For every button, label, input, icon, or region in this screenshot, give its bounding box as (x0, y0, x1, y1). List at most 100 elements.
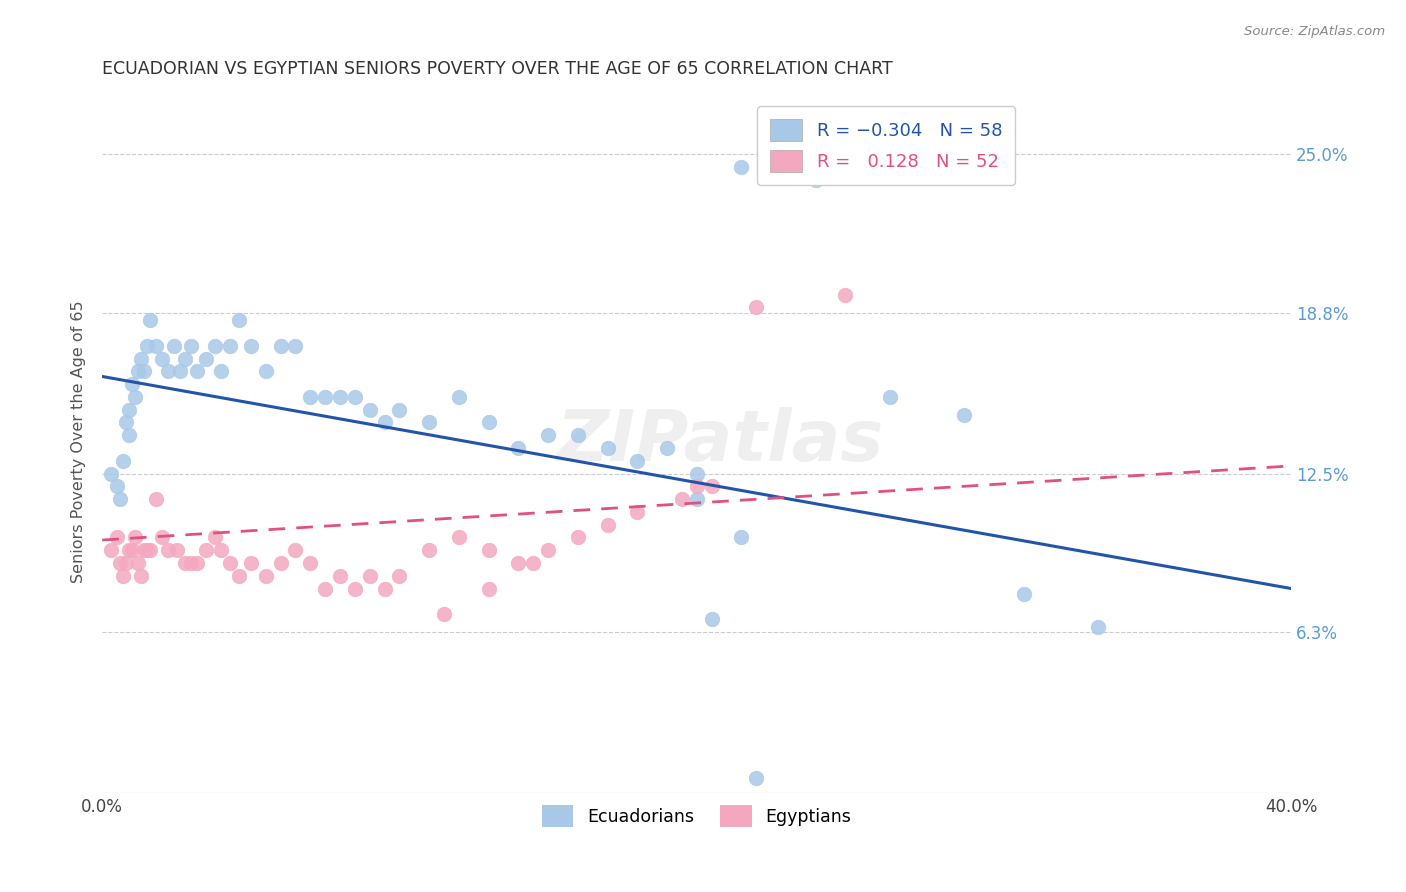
Legend: Ecuadorians, Egyptians: Ecuadorians, Egyptians (536, 798, 858, 833)
Point (359, 569, 381, 583)
Point (195, 543, 218, 558)
Point (174, 556, 197, 570)
Point (284, 339, 307, 353)
Point (108, 556, 131, 570)
Point (180, 556, 202, 570)
Point (478, 416, 501, 430)
Point (219, 556, 242, 570)
Point (204, 339, 226, 353)
Point (100, 467, 122, 481)
Point (150, 351, 173, 366)
Point (567, 428, 589, 442)
Point (209, 543, 232, 558)
Point (804, 172, 827, 186)
Point (418, 543, 440, 558)
Point (105, 479, 128, 493)
Point (129, 351, 152, 366)
Point (127, 556, 149, 570)
Point (186, 556, 208, 570)
Point (139, 313, 162, 327)
Point (239, 339, 262, 353)
Point (108, 492, 131, 507)
Point (626, 505, 648, 519)
Point (953, 408, 976, 422)
Point (1012, 587, 1035, 601)
Point (105, 531, 128, 545)
Point (162, 339, 184, 353)
Point (145, 339, 167, 353)
Point (135, 543, 157, 558)
Point (111, 569, 134, 583)
Point (329, 390, 352, 404)
Point (388, 402, 411, 417)
Point (270, 556, 292, 570)
Point (730, 160, 752, 174)
Point (745, 301, 768, 315)
Point (254, 569, 277, 583)
Point (522, 556, 544, 570)
Point (186, 364, 208, 378)
Point (508, 556, 530, 570)
Point (299, 390, 322, 404)
Text: ECUADORIAN VS EGYPTIAN SENIORS POVERTY OVER THE AGE OF 65 CORRELATION CHART: ECUADORIAN VS EGYPTIAN SENIORS POVERTY O… (103, 60, 893, 78)
Point (121, 377, 143, 392)
Point (374, 582, 396, 596)
Point (745, 771, 768, 785)
Point (596, 441, 619, 455)
Point (156, 364, 179, 378)
Point (169, 364, 191, 378)
Point (228, 569, 250, 583)
Point (671, 492, 693, 507)
Y-axis label: Seniors Poverty Over the Age of 65: Seniors Poverty Over the Age of 65 (72, 301, 86, 583)
Point (111, 454, 134, 468)
Point (686, 479, 709, 493)
Point (388, 569, 411, 583)
Point (329, 569, 352, 583)
Point (145, 492, 167, 507)
Point (115, 416, 138, 430)
Point (132, 543, 155, 558)
Point (686, 492, 709, 507)
Point (150, 531, 173, 545)
Point (118, 428, 141, 442)
Point (204, 531, 226, 545)
Point (254, 364, 277, 378)
Point (129, 569, 152, 583)
Point (115, 556, 138, 570)
Point (537, 428, 560, 442)
Point (124, 390, 146, 404)
Point (596, 517, 619, 532)
Point (478, 543, 501, 558)
Point (156, 543, 179, 558)
Point (1087, 620, 1109, 634)
Point (270, 339, 292, 353)
Point (478, 582, 501, 596)
Point (418, 416, 440, 430)
Point (374, 416, 396, 430)
Point (447, 531, 470, 545)
Point (537, 543, 560, 558)
Point (100, 543, 122, 558)
Point (139, 543, 162, 558)
Point (135, 339, 157, 353)
Point (209, 364, 232, 378)
Point (166, 543, 188, 558)
Point (508, 441, 530, 455)
Point (180, 339, 202, 353)
Point (239, 556, 262, 570)
Point (343, 390, 366, 404)
Text: ZIPatlas: ZIPatlas (557, 407, 884, 476)
Text: Source: ZipAtlas.com: Source: ZipAtlas.com (1244, 25, 1385, 38)
Point (195, 351, 218, 366)
Point (228, 313, 250, 327)
Point (447, 390, 470, 404)
Point (284, 543, 307, 558)
Point (686, 467, 709, 481)
Point (219, 339, 242, 353)
Point (132, 364, 155, 378)
Point (700, 479, 723, 493)
Point (879, 390, 901, 404)
Point (118, 543, 141, 558)
Point (118, 402, 141, 417)
Point (314, 390, 336, 404)
